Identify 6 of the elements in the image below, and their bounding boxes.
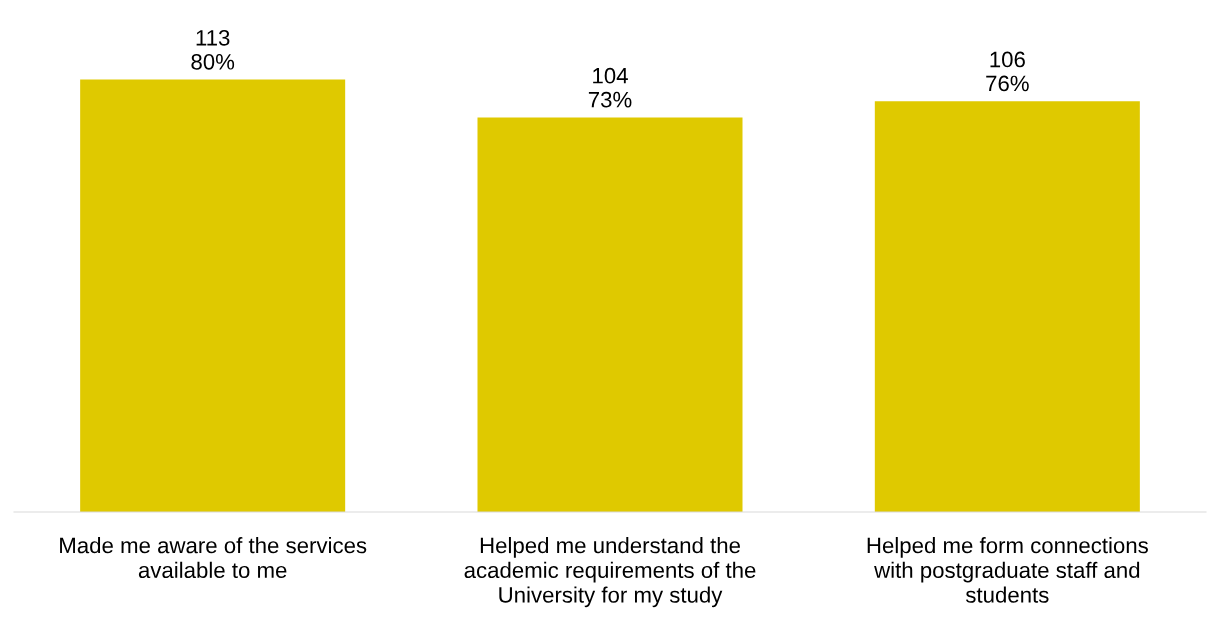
data-label: 113 80% xyxy=(191,30,235,70)
data-label: 106 76% xyxy=(986,51,1029,92)
x-tick-label: Helped me form connections with postgraduate staff and students xyxy=(867,537,1148,603)
data-label: 104 73% xyxy=(588,67,632,108)
x-tick-label: Helped me understand the academic requirements of the University for my study xyxy=(464,537,756,608)
x-tick-label: Made me aware of the services available to me xyxy=(60,537,367,579)
